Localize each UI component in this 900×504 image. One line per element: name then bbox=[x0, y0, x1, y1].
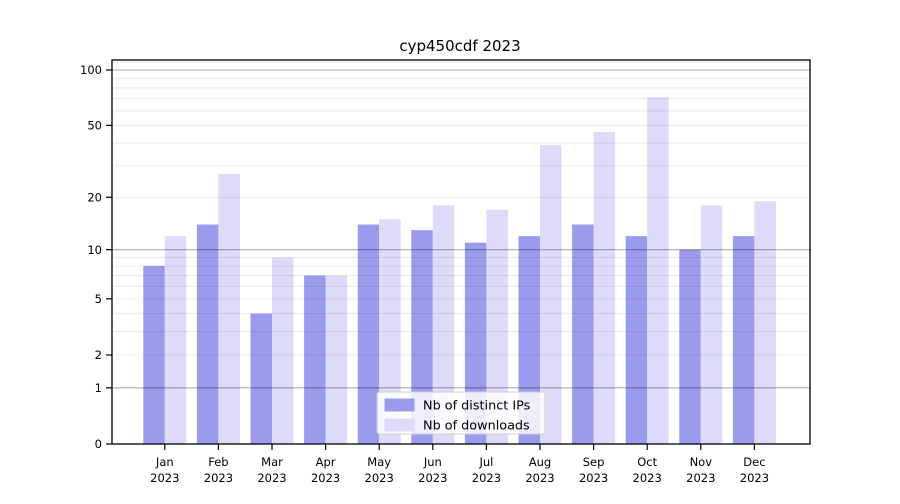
x-tick-label-year: 2023 bbox=[633, 471, 662, 485]
x-tick-label-month: Apr bbox=[316, 455, 336, 469]
bar-downloads-mar bbox=[272, 257, 294, 444]
bar-distinct-ips-oct bbox=[625, 236, 648, 444]
chart-title: cyp450cdf 2023 bbox=[399, 37, 520, 55]
bar-distinct-ips-jun bbox=[411, 230, 433, 444]
x-tick-label-month: May bbox=[367, 455, 391, 469]
x-tick-label-year: 2023 bbox=[579, 471, 608, 485]
legend: Nb of distinct IPs Nb of downloads bbox=[376, 391, 546, 435]
x-tick-label-month: Sep bbox=[583, 455, 605, 469]
y-tick-label: 50 bbox=[87, 119, 102, 133]
x-tick-label-year: 2023 bbox=[686, 471, 715, 485]
plot-frame bbox=[111, 59, 811, 445]
x-tick-label-month: Jan bbox=[155, 455, 174, 469]
bar-downloads-jun bbox=[432, 205, 455, 444]
x-tick-label-year: 2023 bbox=[257, 471, 286, 485]
x-tick-label-month: Nov bbox=[690, 455, 713, 469]
y-tick-label: 5 bbox=[95, 292, 102, 306]
bar-downloads-apr bbox=[325, 275, 348, 444]
x-tick-label-month: Oct bbox=[637, 455, 657, 469]
x-tick-label-month: Jul bbox=[478, 455, 493, 469]
gridlines-layer bbox=[112, 61, 810, 389]
y-tick-label: 20 bbox=[87, 190, 102, 204]
x-tick-label-year: 2023 bbox=[525, 471, 554, 485]
bar-downloads-nov bbox=[700, 205, 723, 444]
y-tick-label: 1 bbox=[95, 381, 102, 395]
legend-swatch-distinct-ips bbox=[384, 398, 415, 412]
bar-downloads-jul bbox=[486, 209, 508, 444]
x-tick-label-year: 2023 bbox=[150, 471, 179, 485]
legend-box bbox=[376, 391, 546, 435]
bar-distinct-ips-mar bbox=[250, 313, 272, 444]
bar-downloads-oct bbox=[647, 97, 669, 444]
bar-downloads-may bbox=[379, 219, 401, 444]
y-tick-label: 10 bbox=[87, 243, 102, 257]
bar-downloads-sep bbox=[593, 131, 616, 444]
x-tick-label-year: 2023 bbox=[418, 471, 447, 485]
bar-downloads-feb bbox=[218, 173, 240, 444]
bar-downloads-jan bbox=[164, 236, 187, 444]
bar-distinct-ips-jan bbox=[143, 265, 165, 444]
bar-downloads-aug bbox=[540, 145, 562, 444]
bar-distinct-ips-may bbox=[357, 224, 380, 444]
x-tick-label-year: 2023 bbox=[365, 471, 394, 485]
bar-downloads-dec bbox=[754, 201, 776, 444]
y-tick-label: 0 bbox=[95, 437, 102, 451]
x-tick-label-year: 2023 bbox=[740, 471, 769, 485]
x-tick-label-month: Dec bbox=[743, 455, 765, 469]
legend-swatch-downloads bbox=[384, 418, 415, 432]
bar-distinct-ips-sep bbox=[572, 224, 594, 444]
x-tick-label-month: Aug bbox=[529, 455, 551, 469]
legend-label-distinct-ips: Nb of distinct IPs bbox=[423, 399, 531, 414]
bar-distinct-ips-dec bbox=[732, 236, 755, 444]
axes-layer: 0 1 2 5 10 20 50 100 Jan 2023 Feb 2023 Mar 2023 Apr 202… bbox=[80, 63, 769, 485]
x-tick-label-year: 2023 bbox=[204, 471, 233, 485]
y-tick-label: 2 bbox=[95, 348, 102, 362]
y-tick-label: 100 bbox=[80, 63, 102, 77]
x-tick-label-month: Jun bbox=[423, 455, 442, 469]
bar-distinct-ips-nov bbox=[679, 249, 701, 444]
x-tick-label-month: Mar bbox=[261, 455, 283, 469]
bar-distinct-ips-feb bbox=[196, 224, 219, 444]
x-tick-label-year: 2023 bbox=[472, 471, 501, 485]
legend-label-downloads: Nb of downloads bbox=[423, 419, 530, 434]
bar-distinct-ips-apr bbox=[304, 275, 326, 444]
x-tick-label-month: Feb bbox=[208, 455, 228, 469]
x-tick-label-year: 2023 bbox=[311, 471, 340, 485]
